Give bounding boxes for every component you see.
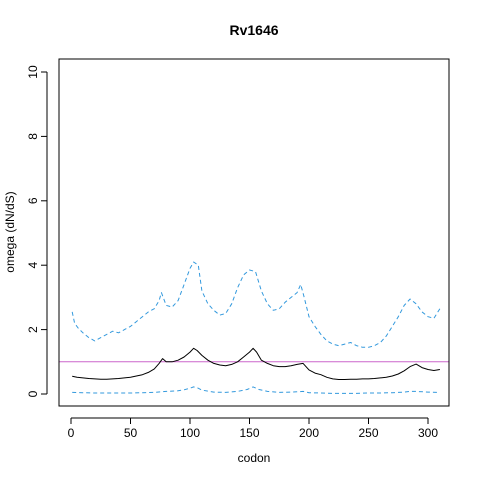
axes-layer: 0 50 100 150 200 250 300 0 2 4 6 8 10 (26, 65, 438, 440)
y-tick-label: 2 (26, 326, 40, 333)
x-tick-label: 300 (418, 426, 438, 440)
series-line-lower-bound (72, 386, 440, 394)
chart-title: Rv1646 (229, 22, 278, 38)
y-tick-label: 6 (26, 197, 40, 204)
x-tick-label: 250 (358, 426, 378, 440)
x-tick-label: 0 (68, 426, 75, 440)
series-line-upper-bound (71, 261, 441, 348)
x-tick-label: 100 (180, 426, 200, 440)
x-tick-label: 200 (299, 426, 319, 440)
y-axis-label: omega (dN/dS) (3, 191, 17, 272)
y-tick-label: 0 (26, 390, 40, 397)
y-tick-label: 10 (26, 65, 40, 79)
y-tick-label: 8 (26, 133, 40, 140)
x-tick-label: 50 (124, 426, 138, 440)
plot-frame (58, 58, 450, 407)
x-axis-label: codon (238, 451, 271, 465)
x-tick-label: 150 (239, 426, 259, 440)
series-layer (59, 261, 449, 394)
y-tick-label: 4 (26, 262, 40, 269)
series-line-estimate (72, 347, 440, 380)
